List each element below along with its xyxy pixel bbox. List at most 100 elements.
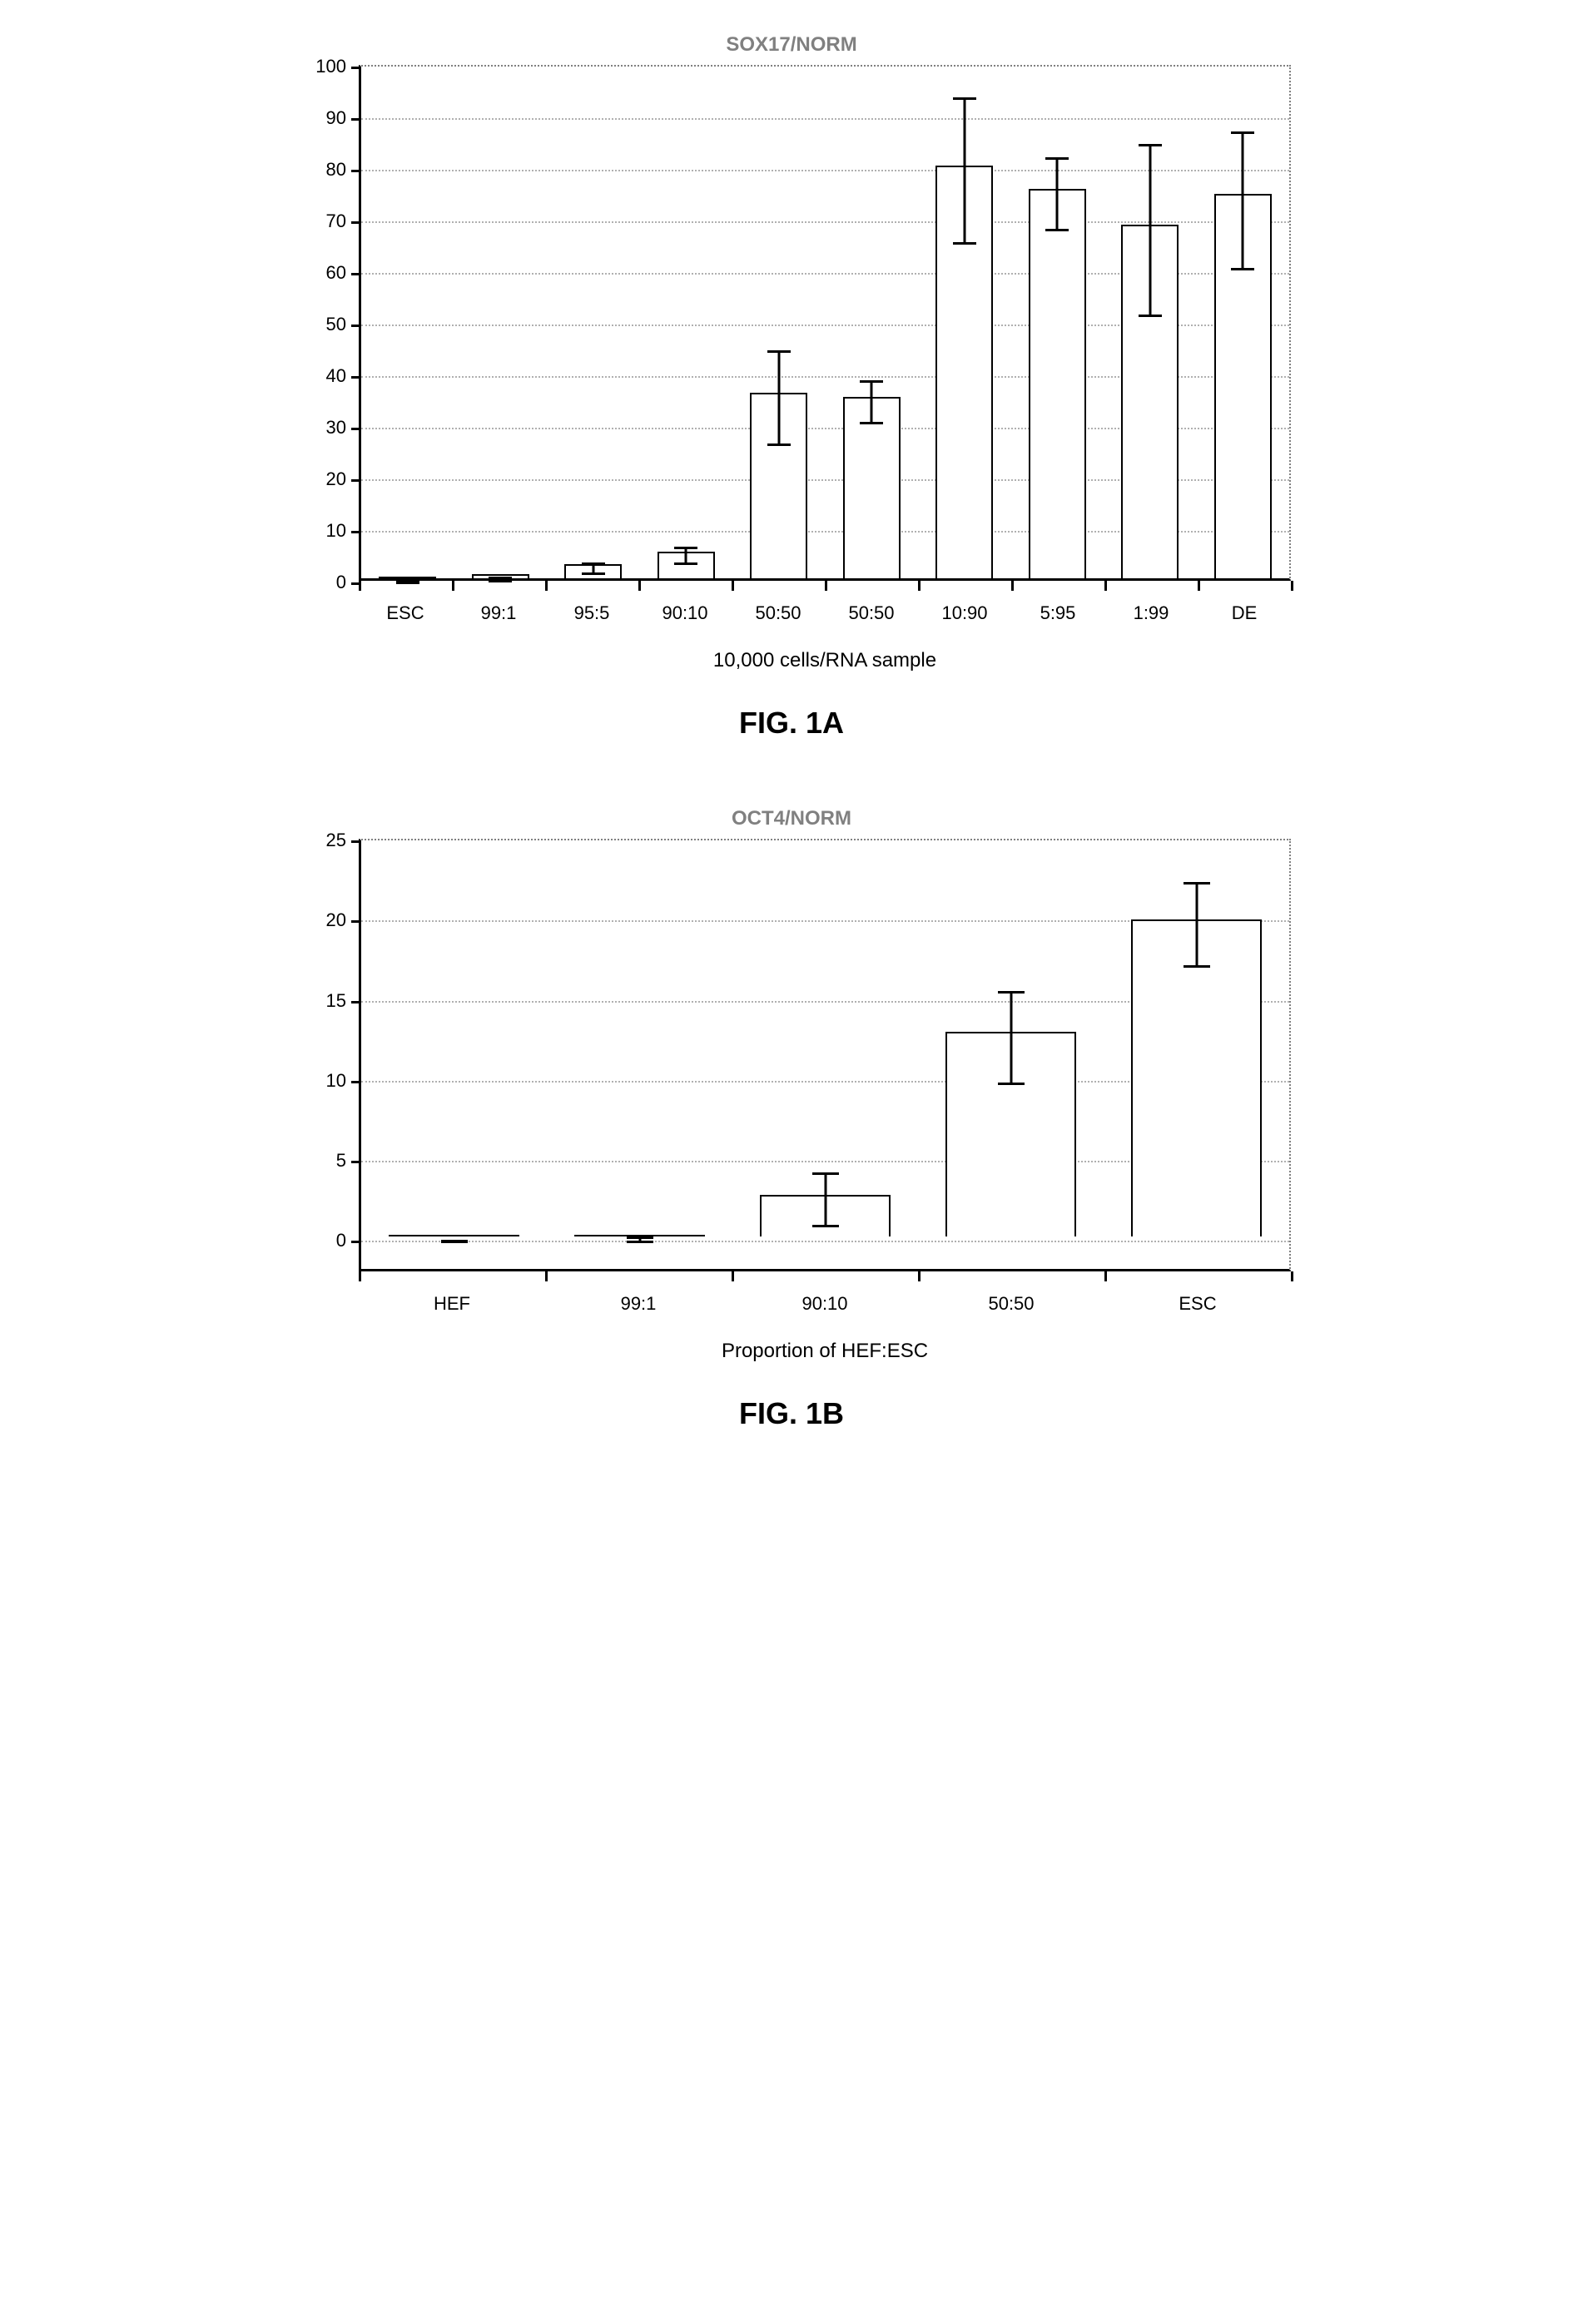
- error-bar: [824, 1172, 826, 1226]
- y-axis-label: 70: [326, 211, 361, 232]
- x-tick: [1011, 581, 1014, 591]
- y-axis-label: 100: [315, 56, 361, 77]
- x-tick: [359, 1271, 361, 1281]
- x-axis-label: 99:1: [452, 591, 545, 624]
- fig1a-plot-area: 0102030405060708090100: [359, 65, 1291, 581]
- x-axis-label: HEF: [359, 1281, 545, 1315]
- x-axis-label: 1:99: [1104, 591, 1198, 624]
- fig1b-x-axis-title: Proportion of HEF:ESC: [359, 1340, 1291, 1363]
- fig1b-figure: OCT4/NORM0510152025HEF99:190:1050:50ESCP…: [292, 807, 1291, 1431]
- error-cap: [767, 350, 791, 353]
- x-axis-label: ESC: [1104, 1281, 1291, 1315]
- error-bar: [1195, 882, 1198, 965]
- error-bar: [1242, 131, 1244, 268]
- y-axis-label: 20: [326, 909, 361, 931]
- fig1b-plot-area: 0510152025: [359, 839, 1291, 1271]
- x-tick: [732, 581, 734, 591]
- x-axis-label: 95:5: [545, 591, 638, 624]
- bar-slot: [361, 67, 454, 578]
- error-cap: [1184, 882, 1210, 885]
- x-axis-label: 50:50: [825, 591, 918, 624]
- error-cap: [860, 380, 883, 383]
- bar-slot: [918, 840, 1104, 1269]
- fig1a-title: SOX17/NORM: [292, 33, 1291, 57]
- x-labels: ESC99:195:590:1050:5050:5010:905:951:99D…: [359, 591, 1291, 624]
- error-bar: [1149, 144, 1151, 315]
- y-axis-label: 90: [326, 107, 361, 129]
- fig1a-plot-wrap: 0102030405060708090100ESC99:195:590:1050…: [359, 65, 1291, 672]
- error-cap: [1184, 965, 1210, 968]
- x-tick: [1291, 1271, 1293, 1281]
- fig1b-caption: FIG. 1B: [292, 1396, 1291, 1431]
- bar: [389, 1235, 519, 1236]
- y-axis-label: 40: [326, 365, 361, 387]
- bar-slot: [918, 67, 1011, 578]
- bar-slot: [640, 67, 733, 578]
- error-bar: [777, 350, 780, 443]
- x-tick: [918, 581, 921, 591]
- fig1b-title: OCT4/NORM: [292, 807, 1291, 830]
- error-cap: [998, 1083, 1025, 1085]
- x-tick: [825, 581, 827, 591]
- error-cap: [1045, 229, 1069, 231]
- bar-slot: [361, 840, 547, 1269]
- x-tick: [638, 581, 641, 591]
- error-cap: [489, 577, 512, 579]
- fig1a-x-axis-title: 10,000 cells/RNA sample: [359, 649, 1291, 672]
- x-axis-label: 50:50: [918, 1281, 1104, 1315]
- bar-slot: [1011, 67, 1104, 578]
- error-cap: [1139, 315, 1162, 317]
- error-bar: [1056, 157, 1059, 230]
- y-axis-label: 5: [336, 1150, 361, 1172]
- x-tick: [1198, 581, 1200, 591]
- error-cap: [998, 991, 1025, 994]
- error-bar: [871, 380, 873, 422]
- y-axis-label: 25: [326, 830, 361, 851]
- error-cap: [627, 1241, 653, 1243]
- error-cap: [582, 562, 605, 565]
- error-cap: [674, 547, 697, 549]
- error-cap: [441, 1241, 468, 1243]
- y-axis-label: 0: [336, 572, 361, 593]
- error-cap: [1231, 268, 1254, 270]
- x-axis-label: DE: [1198, 591, 1291, 624]
- y-axis-label: 15: [326, 990, 361, 1012]
- fig1a-bars-row: [361, 67, 1289, 578]
- y-axis-label: 80: [326, 159, 361, 181]
- fig1b-bars-row: [361, 840, 1289, 1269]
- error-cap: [1139, 144, 1162, 146]
- y-axis-label: 10: [326, 520, 361, 542]
- x-axis-label: 90:10: [638, 591, 732, 624]
- bar-slot: [732, 67, 826, 578]
- x-labels: HEF99:190:1050:50ESC: [359, 1281, 1291, 1315]
- error-cap: [812, 1225, 839, 1227]
- y-axis-label: 20: [326, 468, 361, 490]
- y-axis-label: 30: [326, 417, 361, 439]
- x-tick: [1291, 581, 1293, 591]
- x-axis-label: 99:1: [545, 1281, 732, 1315]
- bar: [1029, 189, 1086, 578]
- x-axis-label: 50:50: [732, 591, 825, 624]
- error-cap: [953, 97, 976, 100]
- error-cap: [953, 242, 976, 245]
- error-bar: [963, 97, 965, 242]
- y-axis-label: 10: [326, 1070, 361, 1092]
- error-cap: [812, 1172, 839, 1175]
- x-tick: [359, 581, 361, 591]
- error-cap: [1231, 131, 1254, 134]
- x-ticks: [359, 581, 1291, 591]
- error-cap: [767, 443, 791, 446]
- error-cap: [582, 572, 605, 575]
- fig1b-plot-wrap: 0510152025 HEF99:190:1050:50ESC Proportion…: [359, 839, 1291, 1363]
- y-axis-label: 60: [326, 262, 361, 284]
- x-axis-label: ESC: [359, 591, 452, 624]
- error-cap: [1045, 157, 1069, 160]
- bar-slot: [732, 840, 918, 1269]
- bar-slot: [1197, 67, 1290, 578]
- x-tick: [732, 1271, 734, 1281]
- x-tick: [918, 1271, 921, 1281]
- fig1a-figure: SOX17/NORM0102030405060708090100ESC99:19…: [292, 33, 1291, 741]
- y-axis-label: 0: [336, 1230, 361, 1251]
- x-axis-label: 10:90: [918, 591, 1011, 624]
- bar: [379, 577, 436, 578]
